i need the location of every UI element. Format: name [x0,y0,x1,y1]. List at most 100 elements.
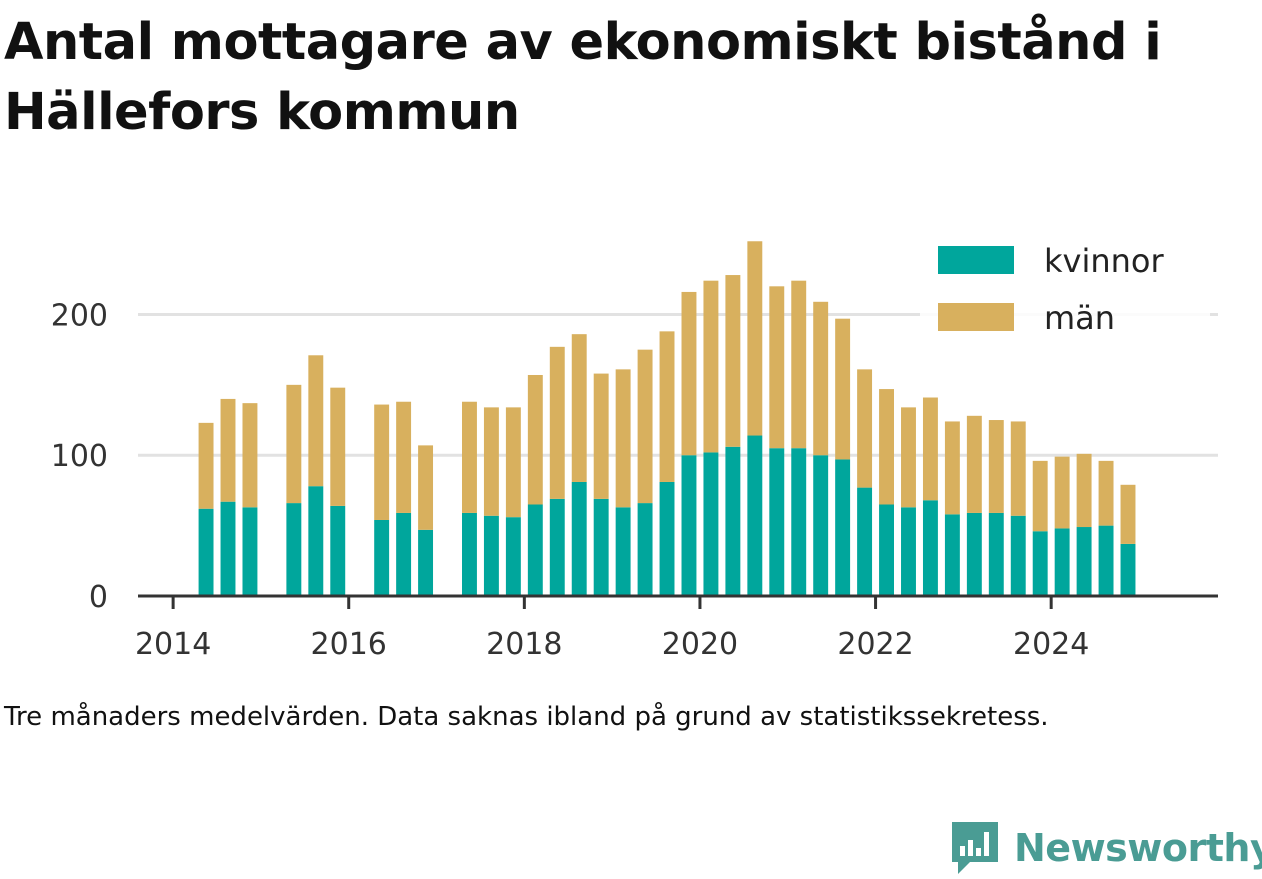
bar-män [966,415,982,513]
bar-kvinnor [396,512,412,596]
bar-män [593,373,609,499]
bar-kvinnor [879,504,894,596]
bar-kvinnor [615,507,631,596]
bar-kvinnor [637,503,653,596]
brand-name: Newsworthy [1014,826,1262,870]
x-tick-label: 2016 [311,627,387,662]
bar-män [374,404,390,520]
x-tick-label: 2024 [1013,627,1089,662]
bar-kvinnor [659,481,675,596]
bar-kvinnor [835,459,851,596]
bar-män [505,407,521,518]
bar-män [1120,484,1136,544]
bar-män [791,280,807,449]
bar-kvinnor [483,515,499,596]
bar-män [615,369,631,508]
bar-kvinnor [1076,527,1092,596]
bar-män [922,397,938,501]
bar-kvinnor [198,508,214,596]
bar-män [1032,460,1048,532]
newsworthy-logo-icon [952,822,998,874]
bar-kvinnor [549,498,565,596]
bar-kvinnor [462,512,477,596]
bar-kvinnor [308,486,324,596]
bar-kvinnor [571,481,587,596]
bar-kvinnor [922,500,938,596]
bar-män [220,398,236,502]
bar-män [549,346,565,499]
bar-män [879,389,894,505]
y-tick-label: 200 [51,298,108,333]
chart-title: Antal mottagare av ekonomiskt bistånd i … [4,13,1162,142]
bar-kvinnor [1120,543,1136,596]
bar-män [725,275,741,447]
bar-kvinnor [374,519,390,596]
bar-kvinnor [242,507,258,596]
legend-swatch-kvinnor [938,246,1014,274]
bar-män [1054,456,1070,529]
bar-kvinnor [220,501,236,596]
bar-män [571,334,587,482]
bar-kvinnor [1032,531,1048,596]
bar-män [462,401,477,513]
legend-label-män: män [1044,299,1115,337]
bar-kvinnor [505,517,521,596]
bar-män [659,331,675,482]
stacked-bar-chart: 0 100 200 2014 2016 2018 2020 2022 2024 kvinnor m… [50,230,1218,662]
bars [198,241,1136,596]
bar-kvinnor [527,504,543,596]
bar-kvinnor [988,512,1004,596]
brand-logo: Newsworthy [950,818,1262,878]
bar-män [944,421,960,515]
bar-kvinnor [857,487,873,596]
bar-män [286,384,302,504]
bar-män [1010,421,1026,516]
bar-kvinnor [966,512,982,596]
bar-kvinnor [286,503,302,596]
bar-män [198,422,214,509]
bar-män [308,355,324,487]
bar-kvinnor [791,448,807,596]
bar-män [1098,460,1114,526]
bar-kvinnor [769,448,785,596]
bar-män [703,280,719,453]
bar-kvinnor [747,435,763,596]
bar-män [242,403,258,508]
x-tick-label: 2018 [486,627,562,662]
bar-kvinnor [593,498,609,596]
bar-män [637,349,653,504]
bar-kvinnor [1010,515,1026,596]
y-tick-label: 100 [51,439,108,474]
x-tick-label: 2014 [135,627,211,662]
legend-label-kvinnor: kvinnor [1044,242,1165,280]
bar-kvinnor [703,452,719,596]
bar-män [396,401,412,513]
bar-män [747,241,763,436]
legend: kvinnor män [920,230,1210,338]
legend-swatch-män [938,303,1014,331]
bar-män [988,420,1004,513]
bar-kvinnor [330,505,346,596]
bar-kvinnor [418,529,434,596]
bar-män [835,318,851,460]
footnote: Tre månaders medelvärden. Data saknas ib… [4,702,1049,732]
bar-kvinnor [725,446,741,596]
axes: 0 100 200 2014 2016 2018 2020 2022 2024 [51,298,1218,662]
bar-män [483,407,499,516]
x-tick-label: 2020 [662,627,738,662]
bar-män [769,286,785,449]
bar-kvinnor [901,507,916,596]
bar-kvinnor [813,455,829,596]
bar-män [330,387,346,506]
bar-kvinnor [944,514,960,596]
bar-män [418,445,434,530]
y-tick-label: 0 [89,580,108,615]
bar-män [1076,453,1092,528]
bar-män [813,301,829,456]
bar-män [527,374,543,505]
bar-kvinnor [1098,525,1114,596]
bar-män [901,407,916,508]
x-tick-label: 2022 [837,627,913,662]
bar-män [681,291,697,456]
bar-kvinnor [681,455,697,596]
